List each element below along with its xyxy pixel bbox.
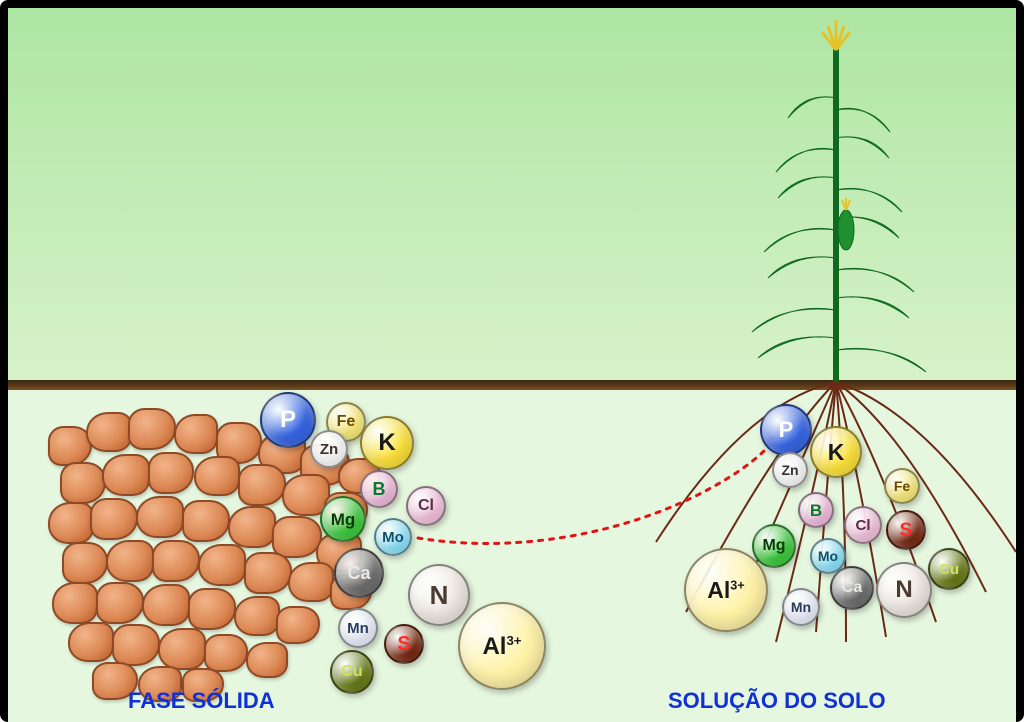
element-k: K — [810, 426, 862, 478]
caption-right: SOLUÇÃO DO SOLO — [668, 688, 886, 714]
element-al: Al3+ — [458, 602, 546, 690]
element-cl: Cl — [844, 506, 882, 544]
element-mn: Mn — [782, 588, 820, 626]
element-mg: Mg — [320, 496, 366, 542]
element-fe: Fe — [884, 468, 920, 504]
element-mg: Mg — [752, 524, 796, 568]
element-ca: Ca — [334, 548, 384, 598]
element-p: P — [260, 392, 316, 448]
element-zn: Zn — [310, 430, 348, 468]
element-cu: Cu — [330, 650, 374, 694]
element-n: N — [408, 564, 470, 626]
element-b: B — [360, 470, 398, 508]
element-ca: Ca — [830, 566, 874, 610]
element-cu: Cu — [928, 548, 970, 590]
element-n: N — [876, 562, 932, 618]
caption-left: FASE SÓLIDA — [128, 688, 275, 714]
element-b: B — [798, 492, 834, 528]
element-mn: Mn — [338, 608, 378, 648]
diagram-frame: PFeZnKBClMgMoCaNMnSCuAl3+ PZnKFeBClSMgMo… — [0, 0, 1024, 722]
element-k: K — [360, 416, 414, 470]
element-cl: Cl — [406, 486, 446, 526]
element-s: S — [886, 510, 926, 550]
element-p: P — [760, 404, 812, 456]
element-mo: Mo — [374, 518, 412, 556]
element-al: Al3+ — [684, 548, 768, 632]
element-zn: Zn — [772, 452, 808, 488]
element-s: S — [384, 624, 424, 664]
stage: PFeZnKBClMgMoCaNMnSCuAl3+ PZnKFeBClSMgMo… — [8, 8, 1016, 714]
